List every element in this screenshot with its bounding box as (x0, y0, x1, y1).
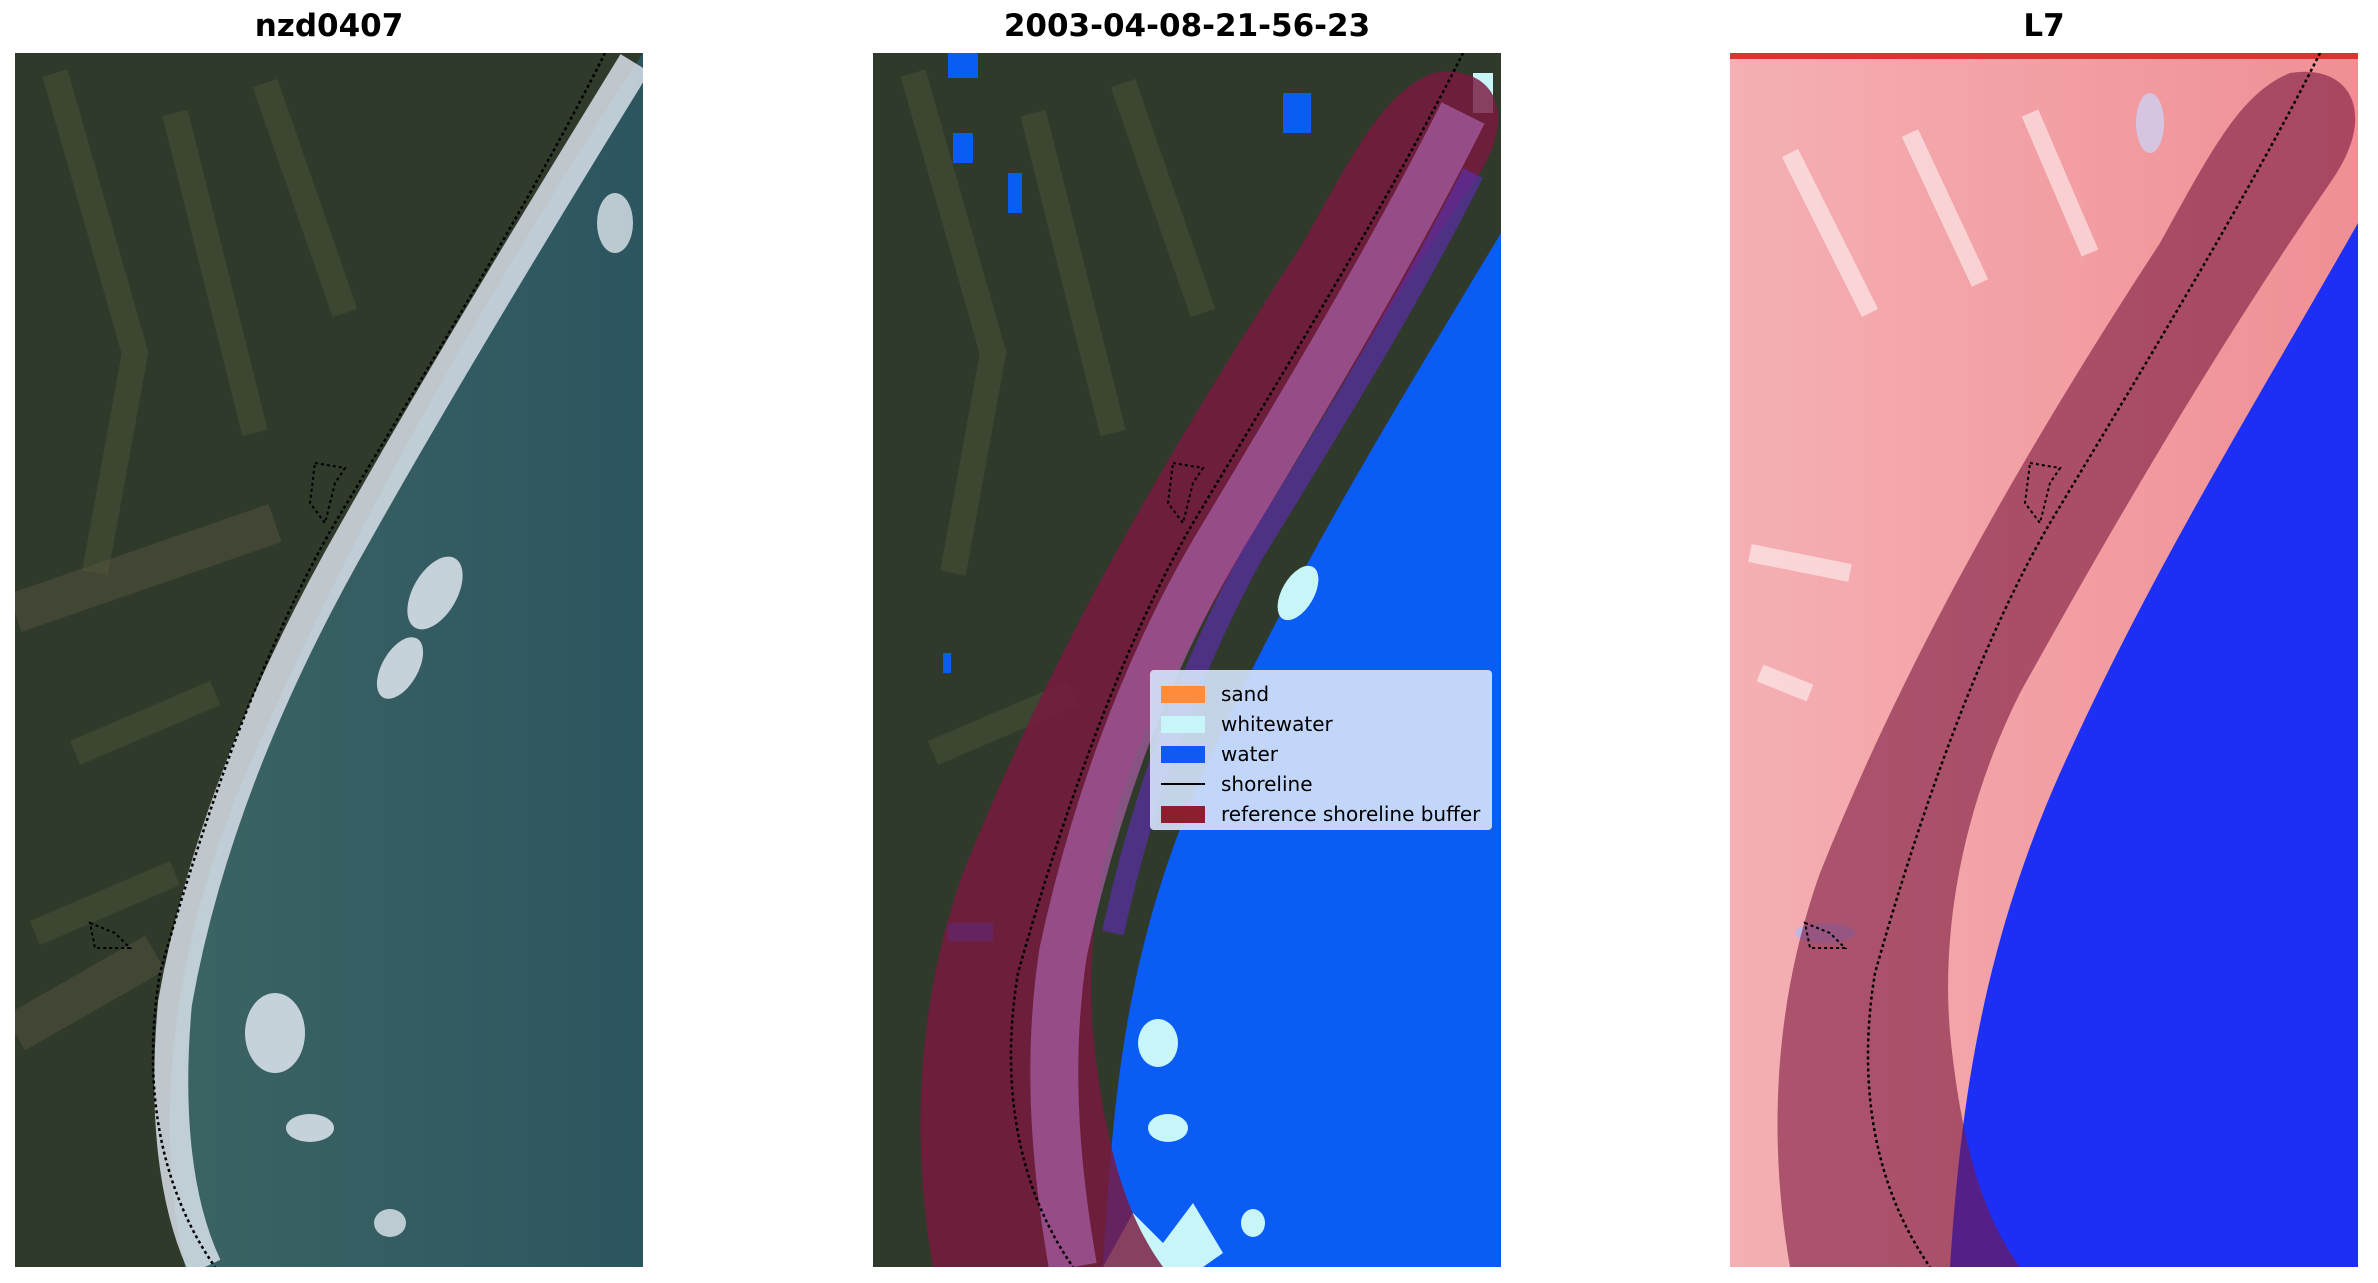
index-image (1730, 53, 2358, 1267)
rgb-image (15, 53, 643, 1267)
shoreline-line (1009, 53, 1465, 1267)
legend-label: shoreline (1221, 772, 1313, 796)
legend-item-water: water (1161, 739, 1481, 769)
panel-title-classified: 2003-04-08-21-56-23 (1003, 8, 1371, 44)
legend-item-buffer: reference shoreline buffer (1161, 799, 1481, 829)
legend-swatch-sand (1161, 685, 1205, 703)
legend-item-shoreline: shoreline (1161, 769, 1481, 799)
legend-label: sand (1221, 682, 1270, 706)
legend-item-whitewater: whitewater (1161, 709, 1481, 739)
panel-title-index: L7 (2023, 8, 2065, 44)
shoreline-line (151, 53, 607, 1267)
legend-label: water (1221, 742, 1278, 766)
legend-label: whitewater (1221, 712, 1333, 736)
legend-swatch-buffer (1161, 805, 1205, 823)
classified-image (873, 53, 1501, 1267)
legend-item-sand: sand (1161, 679, 1481, 709)
legend-line-shoreline (1161, 783, 1205, 785)
shoreline-line (1866, 53, 2322, 1267)
legend: sand whitewater water shoreline referenc… (1150, 670, 1492, 830)
water-index-area (1950, 223, 2358, 1267)
reference-shoreline-buffer (1777, 71, 2356, 1267)
panel-title-rgb: nzd0407 (254, 8, 404, 44)
legend-swatch-water (1161, 745, 1205, 763)
rgb-image-panel (15, 53, 643, 1267)
legend-swatch-whitewater (1161, 715, 1205, 733)
index-image-panel (1730, 53, 2358, 1267)
surf-band (154, 54, 643, 1267)
legend-label: reference shoreline buffer (1221, 802, 1481, 826)
whitewater-class (1277, 565, 1319, 621)
classified-image-panel (873, 53, 1501, 1267)
